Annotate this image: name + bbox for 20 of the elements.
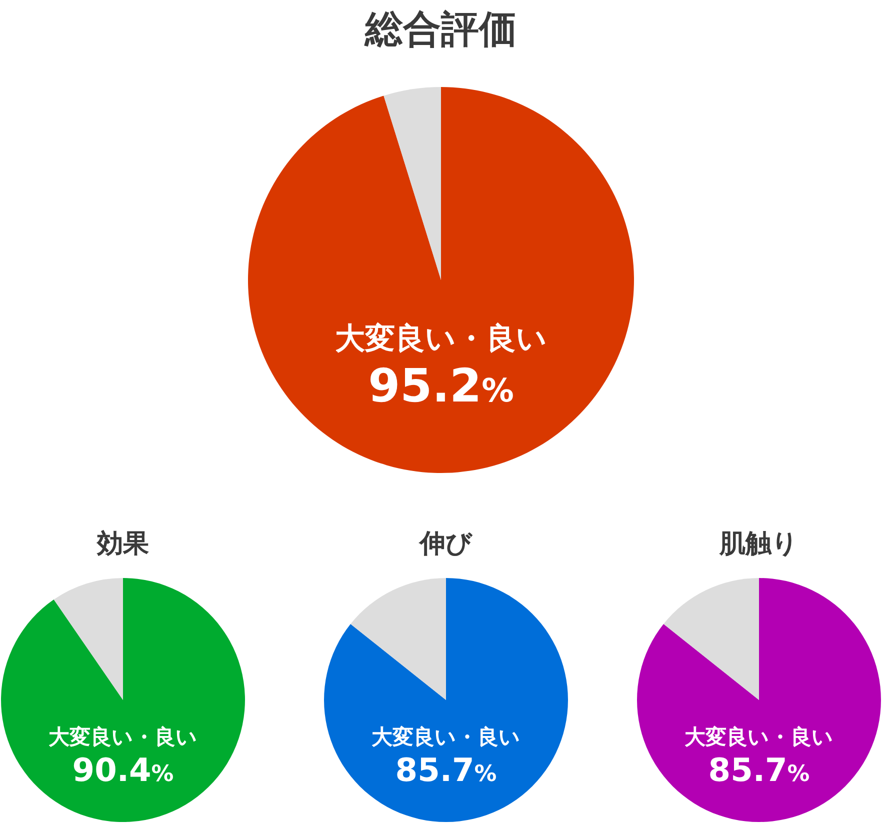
data-label: 85.7% — [395, 750, 497, 789]
pie-slice — [1, 578, 245, 822]
slice-label: 大変良い・良い — [372, 724, 520, 749]
pie-slice — [248, 87, 634, 473]
chart-title: 総合評価 — [364, 7, 517, 51]
pie-slice — [350, 578, 446, 700]
data-label: 90.4% — [72, 750, 174, 789]
pie-slice — [324, 578, 568, 822]
data-label: 95.2% — [368, 358, 514, 412]
data-label: 85.7% — [708, 750, 810, 789]
chart-title: 効果 — [96, 529, 149, 559]
slice-label: 大変良い・良い — [684, 724, 834, 749]
chart-title: 肌触り — [718, 529, 798, 559]
pie-slice — [54, 578, 123, 700]
pie-slice — [664, 578, 759, 700]
chart-title: 伸び — [418, 529, 474, 559]
slice-label: 大変良い・良い — [48, 724, 198, 749]
pie-slice — [637, 578, 881, 822]
slice-label: 大変良い・良い — [335, 321, 547, 356]
pie-slice — [384, 87, 441, 280]
